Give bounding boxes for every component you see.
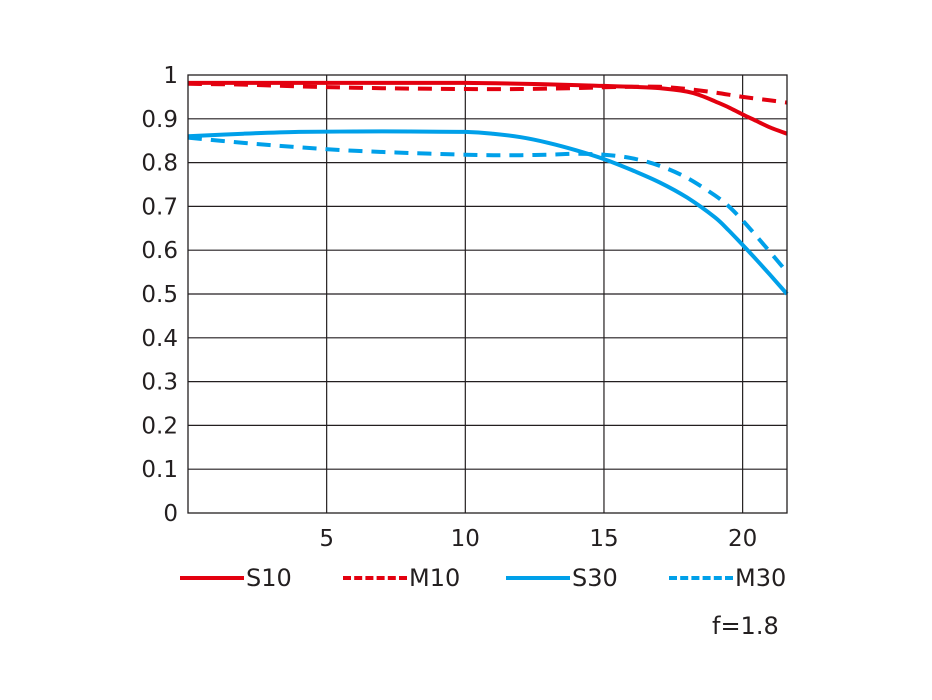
y-tick-label: 0.9 bbox=[141, 107, 178, 133]
y-tick-label: 0.6 bbox=[141, 238, 178, 264]
legend-item-m10: M10 bbox=[343, 558, 460, 598]
y-tick-label: 0.5 bbox=[141, 282, 178, 308]
legend-label-s30: S30 bbox=[572, 564, 618, 592]
y-tick-label: 0.1 bbox=[141, 457, 178, 483]
y-tick-label: 0.3 bbox=[141, 370, 178, 396]
plot-frame bbox=[187, 74, 788, 514]
y-tick-label: 0.2 bbox=[141, 413, 178, 439]
plot-border bbox=[187, 74, 788, 514]
y-tick-label: 1 bbox=[163, 63, 178, 89]
x-tick-label: 10 bbox=[451, 526, 480, 552]
x-tick-label: 15 bbox=[589, 526, 618, 552]
legend-label-m30: M30 bbox=[735, 564, 787, 592]
y-tick-label: 0 bbox=[163, 501, 178, 527]
x-tick-label: 5 bbox=[319, 526, 334, 552]
legend-label-m10: M10 bbox=[409, 564, 461, 592]
series-lines bbox=[187, 80, 789, 296]
grid-lines bbox=[188, 75, 787, 513]
series-line-m30 bbox=[187, 135, 789, 274]
x-tick-labels: 5 10 15 20 bbox=[319, 526, 757, 552]
legend: S10 M10 S30 M30 bbox=[180, 558, 820, 598]
series-line-m10 bbox=[187, 81, 788, 105]
x-tick-label: 20 bbox=[728, 526, 757, 552]
legend-swatch-s30 bbox=[506, 576, 570, 580]
aperture-annotation: f=1.8 bbox=[712, 612, 779, 640]
legend-item-s30: S30 bbox=[506, 558, 618, 598]
y-tick-label: 0.8 bbox=[141, 151, 178, 177]
legend-item-m30: M30 bbox=[669, 558, 786, 598]
legend-swatch-m10 bbox=[343, 576, 407, 580]
y-tick-label: 0.4 bbox=[141, 326, 178, 352]
legend-swatch-m30 bbox=[669, 576, 733, 580]
legend-swatch-s10 bbox=[180, 576, 244, 580]
y-tick-labels: 0 0.1 0.2 0.3 0.4 0.5 0.6 0.7 0.8 0.9 1 bbox=[141, 63, 178, 527]
legend-label-s10: S10 bbox=[246, 564, 292, 592]
y-tick-label: 0.7 bbox=[141, 194, 178, 220]
legend-item-s10: S10 bbox=[180, 558, 292, 598]
